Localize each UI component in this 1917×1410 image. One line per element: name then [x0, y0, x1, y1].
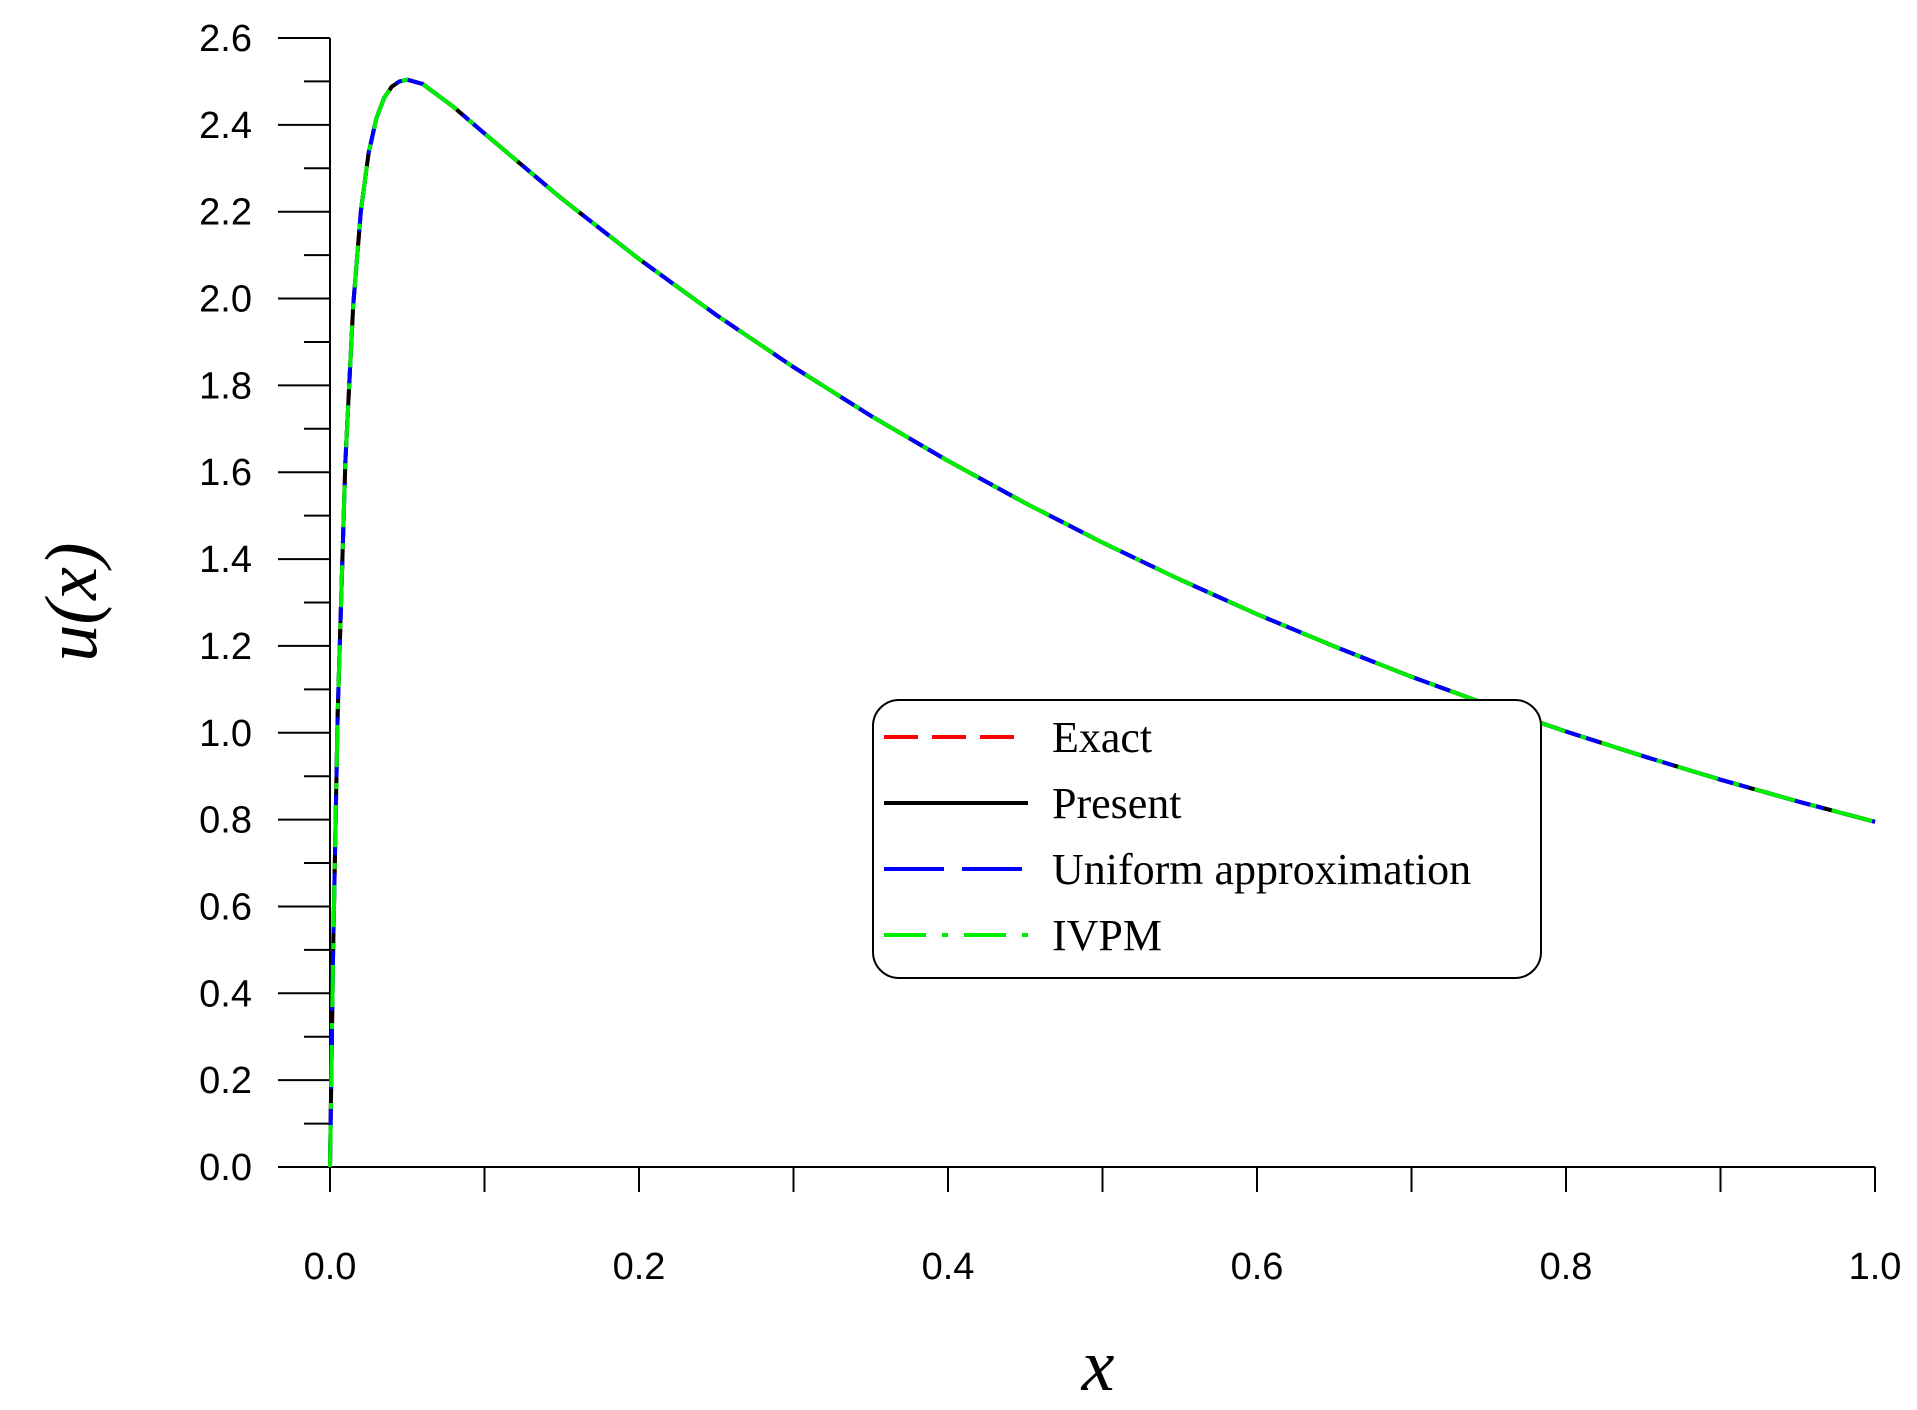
legend-label: Present: [1052, 779, 1182, 828]
y-tick-label: 0.6: [199, 886, 252, 928]
y-tick-label: 1.8: [199, 365, 252, 407]
series-line-uniform-approximation: [328, 77, 1876, 1168]
y-tick-label: 2.6: [199, 18, 252, 60]
x-tick-label: 0.6: [1231, 1246, 1284, 1288]
legend-label: IVPM: [1052, 911, 1162, 960]
x-tick-label: 0.8: [1540, 1246, 1593, 1288]
x-tick-label: 0.4: [922, 1246, 975, 1288]
y-tick-label: 1.4: [199, 539, 252, 581]
y-tick-label: 0.2: [199, 1060, 252, 1102]
y-tick-label: 1.2: [199, 626, 252, 668]
legend-label: Uniform approximation: [1052, 845, 1471, 894]
series-line-present: [328, 77, 1876, 1168]
y-tick-label: 2.0: [199, 279, 252, 321]
series-layer: [328, 77, 1876, 1168]
y-tick-label: 0.4: [199, 973, 252, 1015]
y-tick-label: 1.0: [199, 713, 252, 755]
legend-box: [872, 699, 1542, 979]
series-line-exact: [328, 77, 1876, 1168]
ticks: 0.0 0.2 0.4 0.6 0.8 1.0 1.2 1.4 1.6 1.8 2.0 2.2 2.4 2…: [199, 18, 1901, 1288]
y-tick-label: 2.4: [199, 105, 252, 147]
x-tick-label: 0.0: [304, 1246, 357, 1288]
axes: [329, 38, 1875, 1168]
series-line-ivpm: [328, 77, 1876, 1168]
x-tick-label: 1.0: [1849, 1246, 1902, 1288]
y-axis-title: u(x): [31, 542, 113, 661]
x-axis-title: x: [1081, 1325, 1115, 1407]
y-tick-label: 0.8: [199, 800, 252, 842]
x-tick-label: 0.2: [613, 1246, 666, 1288]
legend-label: Exact: [1052, 713, 1152, 762]
y-tick-label: 2.2: [199, 192, 252, 234]
y-tick-label: 1.6: [199, 452, 252, 494]
y-tick-label: 0.0: [199, 1147, 252, 1189]
legend: Exact Present Uniform approximation IVPM: [872, 699, 1542, 979]
legend-items: Exact Present Uniform approximation IVPM: [884, 713, 1471, 960]
